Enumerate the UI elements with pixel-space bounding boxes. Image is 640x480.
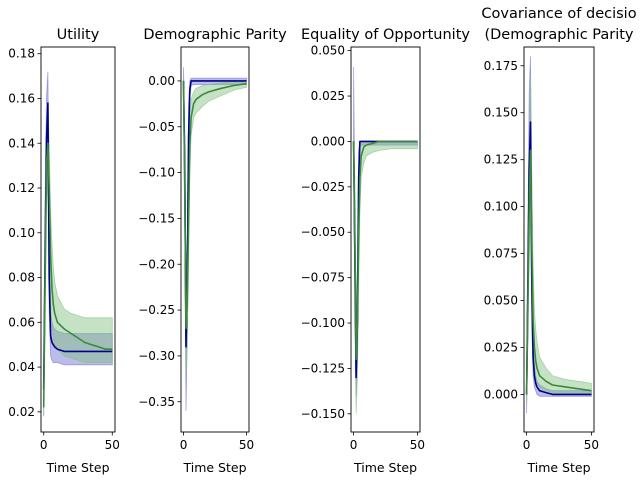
y-tick-label: 0.06 — [8, 315, 35, 329]
y-tick-label: 0.075 — [484, 247, 518, 261]
y-tick-label: 0.000 — [311, 134, 345, 148]
y-tick-label: 0.04 — [8, 360, 35, 374]
y-tick-label: 0.050 — [311, 44, 345, 58]
series-line-2 — [352, 140, 418, 361]
x-axis-label: Time Step — [45, 460, 109, 475]
y-tick-label: 0.150 — [484, 106, 518, 120]
y-tick-label: −0.050 — [301, 225, 345, 239]
x-tick-label: 50 — [239, 438, 254, 452]
chart-title: Equality of Opportunity — [301, 27, 470, 43]
y-tick-label: 0.025 — [484, 340, 518, 354]
x-tick-label: 0 — [523, 438, 531, 452]
y-tick-label: 0.10 — [8, 226, 35, 240]
y-tick-label: −0.20 — [138, 257, 175, 271]
y-tick-label: 0.050 — [484, 294, 518, 308]
chart-panel-1: 0.02 0.04 0.06 0.08 0.10 0.12 0.14 0.16 0.18 0 50 T… — [8, 27, 120, 475]
y-tick-label: 0.02 — [8, 405, 35, 419]
series-band-2 — [183, 76, 247, 375]
axes-frame — [523, 46, 595, 433]
y-tick-label: −0.30 — [138, 349, 175, 363]
y-tick-label: 0.18 — [8, 47, 35, 61]
y-tick-label: 0.100 — [484, 200, 518, 214]
x-axis-label: Time Step — [353, 460, 417, 475]
chart-title: Demographic Parity — [143, 27, 287, 43]
y-tick-label: −0.150 — [301, 407, 345, 421]
x-axis-label: Time Step — [182, 460, 246, 475]
series-line-2 — [525, 149, 592, 395]
x-axis-label: Time Step — [526, 460, 590, 475]
axes-frame — [180, 46, 250, 433]
x-tick-label: 0 — [350, 438, 358, 452]
y-tick-label: −0.075 — [301, 271, 345, 285]
y-tick-label: 0.16 — [8, 91, 35, 105]
y-tick-label: −0.25 — [138, 303, 175, 317]
chart-panel-4: 0.175 0.150 0.125 0.100 0.075 0.050 0.025 0.000… — [481, 6, 636, 475]
y-tick-label: −0.025 — [301, 180, 345, 194]
y-tick-label: 0.00 — [148, 74, 175, 88]
y-tick-label: 0.12 — [8, 181, 35, 195]
y-tick-label: 0.025 — [311, 89, 345, 103]
series-line-1 — [182, 80, 247, 348]
series-line-2 — [182, 80, 247, 330]
chart-panel-2: 0.00 −0.05 −0.10 −0.15 −0.20 −0.25 −0.30 −0.35 0… — [138, 27, 287, 475]
chart-title: Covariance of decisio — [481, 6, 636, 22]
y-tick-label: −0.100 — [301, 316, 345, 330]
axes-frame — [40, 46, 116, 433]
chart-panel-3: 0.050 0.025 0.000 −0.025 −0.050 −0.075 −0.100 −… — [301, 27, 471, 475]
series-line-2 — [42, 142, 113, 408]
y-tick-label: 0.000 — [484, 387, 518, 401]
series-band-2 — [43, 102, 113, 417]
y-tick-label: 0.14 — [8, 136, 35, 150]
x-tick-label: 50 — [410, 438, 425, 452]
x-tick-label: 50 — [105, 438, 120, 452]
y-tick-label: −0.10 — [138, 166, 175, 180]
y-tick-label: 0.175 — [484, 59, 518, 73]
x-tick-label: 0 — [40, 438, 48, 452]
axes-frame — [350, 46, 421, 433]
chart-title: (Demographic Parity — [484, 27, 633, 43]
y-tick-label: −0.15 — [138, 211, 175, 225]
series-band-2 — [526, 75, 592, 404]
series-line-1 — [42, 102, 113, 390]
y-tick-label: 0.08 — [8, 271, 35, 285]
series-band-1 — [43, 71, 113, 417]
x-tick-label: 50 — [584, 438, 599, 452]
y-tick-label: −0.05 — [138, 120, 175, 134]
series-band-2 — [353, 135, 418, 414]
y-tick-label: −0.35 — [138, 395, 175, 409]
y-tick-label: −0.125 — [301, 361, 345, 375]
series-line-1 — [352, 140, 418, 379]
y-tick-label: 0.125 — [484, 153, 518, 167]
series-band-1 — [353, 66, 418, 396]
chart-title: Utility — [57, 27, 100, 43]
x-tick-label: 0 — [180, 438, 188, 452]
